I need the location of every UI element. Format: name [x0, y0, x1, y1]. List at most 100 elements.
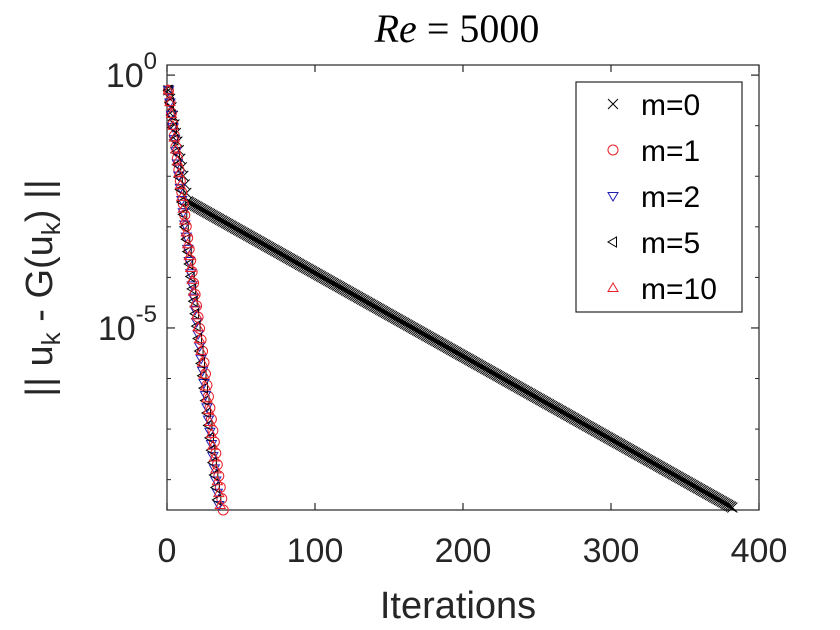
data-point — [207, 452, 219, 463]
data-point — [200, 407, 211, 419]
data-point — [189, 305, 201, 316]
data-point — [176, 186, 188, 198]
data-point — [204, 427, 216, 438]
data-point — [193, 333, 206, 344]
data-point — [184, 269, 197, 280]
x-axis-label: Iterations — [380, 585, 536, 627]
data-point — [168, 135, 181, 146]
data-point — [171, 159, 184, 170]
data-point — [214, 498, 227, 509]
data-point — [180, 226, 193, 237]
data-point — [180, 233, 191, 246]
data-point — [202, 415, 215, 426]
data-point — [204, 402, 216, 414]
data-point — [205, 439, 218, 450]
y-label-pre: || u — [19, 345, 61, 396]
data-point — [211, 475, 224, 486]
data-point — [192, 332, 203, 345]
x-tick-label: 400 — [731, 532, 788, 570]
data-point — [162, 84, 175, 95]
data-point — [192, 321, 204, 332]
data-point — [169, 146, 180, 159]
data-point — [209, 476, 222, 487]
data-point — [165, 110, 178, 121]
y-label-sub1: k — [36, 331, 66, 345]
legend-entry: m=10 — [607, 273, 717, 306]
data-point — [175, 196, 186, 208]
y-tick-label: 100 — [106, 48, 157, 95]
x-tick-label: 0 — [158, 532, 177, 570]
data-point — [178, 214, 191, 225]
legend-label: m=5 — [641, 227, 700, 260]
legend-box — [575, 81, 743, 313]
data-point — [170, 143, 182, 154]
y-label-sub2: k — [36, 221, 66, 235]
series-m=0 — [163, 84, 738, 513]
legend-marker — [607, 144, 619, 156]
data-point — [183, 257, 196, 268]
data-point — [187, 293, 200, 304]
legend-label: m=10 — [641, 273, 717, 306]
legend-label: m=2 — [641, 181, 700, 214]
y-axis-ticks: 100 10-5 — [98, 48, 759, 348]
data-point — [168, 134, 179, 146]
data-point — [184, 262, 197, 272]
data-point — [196, 356, 209, 367]
data-point — [206, 456, 217, 469]
legend-marker — [607, 236, 617, 248]
x-tick-label: 300 — [583, 532, 640, 570]
legend-label: m=1 — [641, 135, 700, 168]
legend-entry: m=1 — [607, 135, 700, 168]
data-point — [186, 273, 199, 284]
x-tick-label: 100 — [287, 532, 344, 570]
x-tick-label: 200 — [435, 532, 492, 570]
data-point — [177, 202, 190, 213]
data-point — [211, 488, 224, 499]
data-point — [212, 487, 225, 498]
data-point — [205, 413, 217, 425]
data-point — [175, 190, 188, 201]
data-point — [199, 380, 212, 391]
data-point — [164, 96, 176, 107]
data-point — [165, 107, 178, 118]
data-point — [205, 444, 216, 457]
legend-marker — [607, 282, 619, 292]
y-label-post: ) || — [19, 179, 61, 222]
data-point — [208, 464, 221, 475]
data-point — [170, 147, 182, 158]
data-point — [183, 250, 196, 261]
legend-entry: m=2 — [607, 181, 700, 214]
data-point — [202, 404, 215, 415]
data-point — [207, 439, 219, 450]
legend-label: m=0 — [641, 89, 700, 122]
data-point — [187, 285, 200, 296]
data-point — [181, 244, 194, 255]
y-axis-label: || uk - G(uk) || — [19, 179, 66, 397]
y-label-mid: - G(u — [19, 235, 61, 332]
legend: m=0 m=1 m=2 m=5 m=10 — [575, 81, 743, 313]
y-tick-label: 10-5 — [98, 301, 157, 348]
data-point — [198, 368, 210, 379]
data-point — [195, 344, 207, 355]
data-point — [176, 161, 188, 173]
data-point — [181, 238, 194, 249]
data-point — [201, 392, 213, 403]
data-point — [167, 119, 179, 130]
data-point — [209, 463, 222, 474]
data-point — [208, 451, 221, 462]
x-axis-ticks: 0 100 200 300 400 — [158, 65, 788, 570]
legend-marker — [607, 98, 619, 110]
data-point — [172, 167, 185, 178]
legend-marker — [607, 192, 619, 202]
data-point — [164, 98, 176, 109]
data-point — [727, 502, 738, 513]
data-point — [190, 309, 203, 320]
chart-title: Re = 5000 — [374, 6, 540, 51]
data-point — [204, 416, 216, 427]
data-point — [205, 427, 218, 438]
legend-entry: m=5 — [607, 227, 700, 260]
data-point — [189, 297, 201, 308]
data-series — [162, 84, 738, 516]
data-point — [174, 183, 185, 196]
